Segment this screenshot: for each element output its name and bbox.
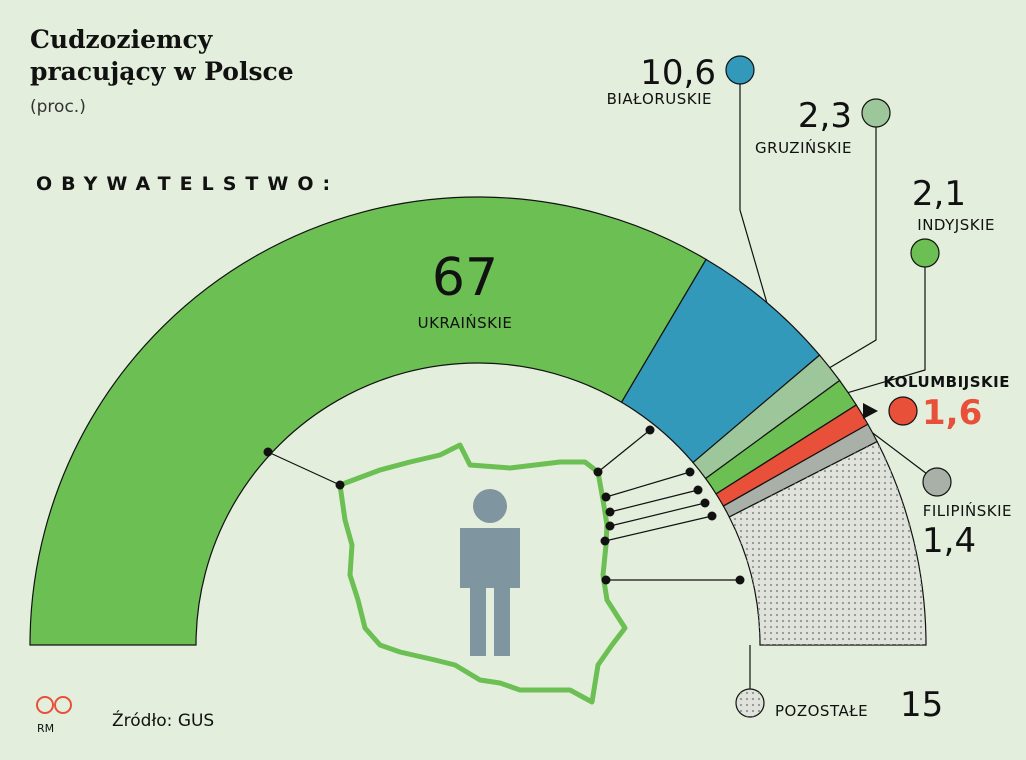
category-label: INDYJSKIE (917, 216, 995, 234)
annotation: OBYWATELSTWO: (36, 173, 339, 195)
value-label: 2,3 (798, 96, 852, 136)
legend-marker-texture (736, 689, 764, 717)
category-label: UKRAIŃSKIE (418, 313, 513, 332)
poland-map (337, 442, 628, 705)
legend-marker (888, 396, 918, 426)
category-label: POZOSTAŁE (775, 702, 868, 720)
leader-line (829, 127, 877, 369)
pointer (863, 403, 878, 419)
legend-marker (861, 98, 891, 128)
leader-line (847, 267, 926, 394)
source: Źródło: GUS (112, 709, 214, 731)
value-label: 1,4 (922, 521, 976, 561)
ring (29, 196, 927, 646)
value-label: 67 (432, 248, 498, 308)
copyright-icons (36, 696, 72, 714)
category-label: BIAŁORUSKIE (607, 90, 712, 108)
slice-texture (729, 441, 926, 645)
legend-marker (725, 55, 755, 85)
value-label: 2,1 (912, 174, 966, 214)
category-label: FILIPIŃSKIE (923, 501, 1012, 520)
credit: RM (37, 722, 54, 735)
value-label: 15 (900, 685, 943, 725)
category-label: KOLUMBIJSKIE (883, 373, 1010, 391)
subtitle: (proc.) (30, 97, 86, 117)
chart-title: pracujący w Polsce (30, 57, 294, 86)
value-label: 10,6 (640, 53, 716, 93)
category-label: GRUZIŃSKIE (755, 138, 852, 157)
connectors (263, 425, 745, 585)
value-label: 1,6 (922, 393, 982, 433)
leader-line (739, 84, 768, 303)
chart-title: Cudzoziemcy (30, 25, 214, 54)
legend-marker (910, 238, 940, 268)
leader-line (872, 432, 928, 475)
legend-marker (922, 467, 952, 497)
